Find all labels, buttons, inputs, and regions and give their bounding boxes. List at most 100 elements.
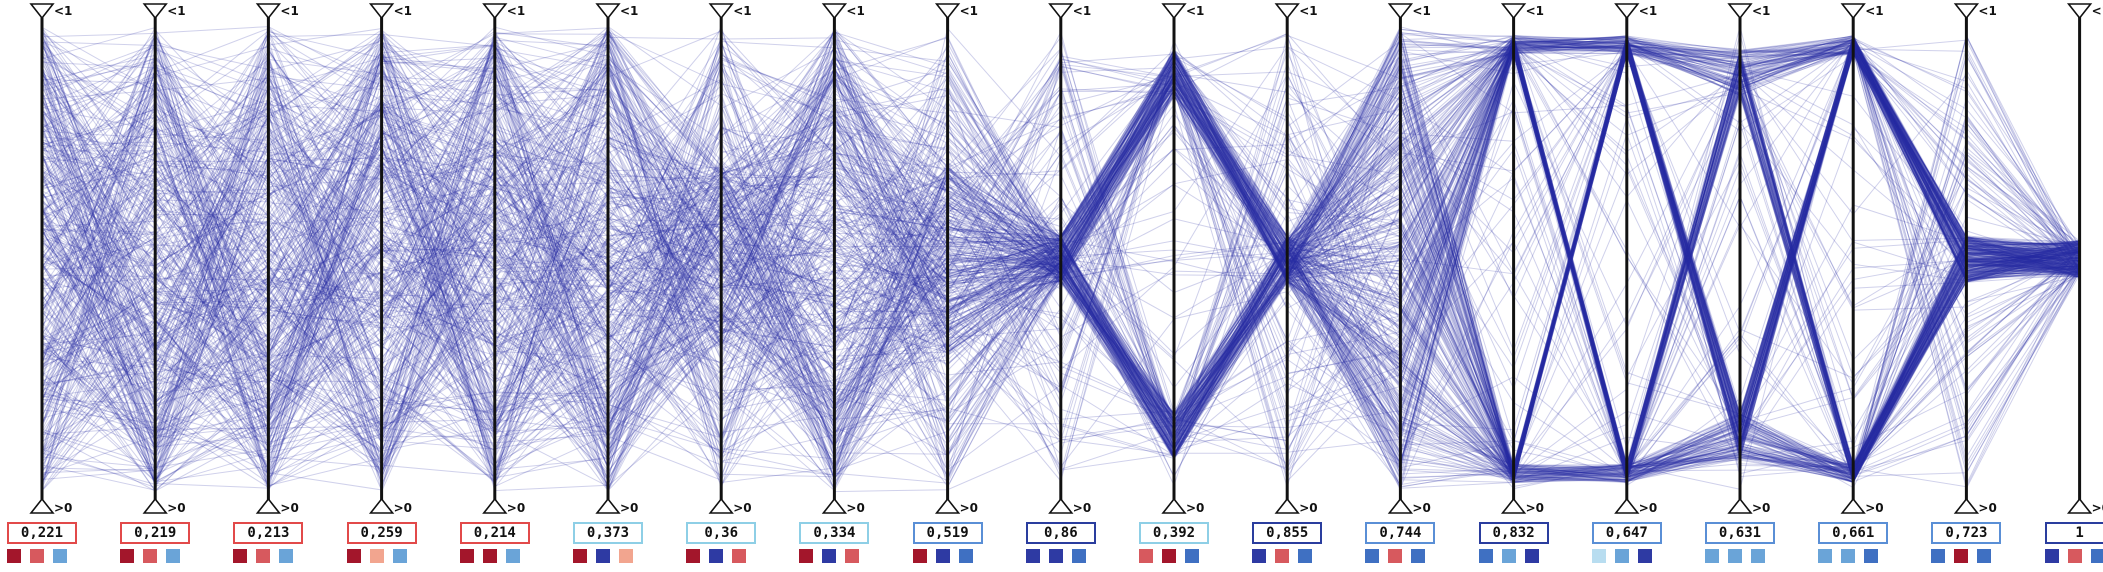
axis-color-swatch [958, 549, 973, 563]
axis-color-swatch [1298, 549, 1313, 563]
axis-min-handle-icon[interactable] [368, 497, 395, 514]
axis-min-label: >0 [167, 501, 185, 515]
axis-max-handle-icon[interactable] [1048, 3, 1074, 20]
axis-max-handle-icon[interactable] [1161, 3, 1187, 20]
axis-max-label: <1 [167, 4, 185, 18]
axis-min-handle-icon[interactable] [1953, 497, 1980, 514]
axis-max-handle-icon[interactable] [29, 3, 55, 20]
axis-max-handle-icon[interactable] [142, 3, 168, 20]
axis-max-label: <1 [1186, 4, 1204, 18]
axis-max-label: <1 [960, 4, 978, 18]
axis-color-swatch [369, 549, 384, 563]
axis-min-handle-icon[interactable] [2066, 497, 2093, 514]
axis-color-swatch [1388, 549, 1403, 563]
axis-color-swatch [709, 549, 724, 563]
axis-min-label: >0 [280, 501, 298, 515]
axis-min-label: >0 [1526, 501, 1544, 515]
axis-min-label: >0 [394, 501, 412, 515]
axis-color-swatch [1365, 549, 1380, 563]
axis-min-handle-icon[interactable] [482, 497, 508, 514]
axis-color-swatch [482, 549, 497, 563]
axis-min-label: >0 [1299, 501, 1317, 515]
axis-min-handle-icon[interactable] [1274, 497, 1300, 514]
axis-color-swatch [346, 549, 361, 563]
axis-min-label: >0 [960, 501, 978, 515]
axis-color-swatch [256, 549, 271, 563]
axis-min-handle-icon[interactable] [1500, 497, 1527, 514]
axis-min-handle-icon[interactable] [1161, 497, 1187, 514]
axis-min-handle-icon[interactable] [821, 497, 848, 514]
axis-min-handle-icon[interactable] [1614, 497, 1640, 514]
axis-min-label: >0 [2092, 501, 2103, 515]
axis-max-handle-icon[interactable] [482, 3, 508, 20]
axis-color-swatch [1705, 549, 1719, 563]
axis-min-handle-icon[interactable] [142, 497, 168, 514]
axis-color-swatch [845, 549, 860, 563]
axis-max-handle-icon[interactable] [1500, 3, 1527, 20]
axis-min-handle-icon[interactable] [29, 497, 55, 514]
axis-color-swatch [1411, 549, 1426, 563]
axis-min-label: >0 [846, 501, 864, 515]
axis-min-label: >0 [54, 501, 72, 515]
axis-max-handle-icon[interactable] [595, 3, 621, 20]
axis-value-box: 0,259 [346, 522, 417, 544]
axis-color-swatch [1751, 549, 1765, 563]
axis-color-swatch [1818, 549, 1833, 563]
axis-min-handle-icon[interactable] [595, 497, 621, 514]
axis-min-label: >0 [1186, 501, 1204, 515]
axis-min-label: >0 [620, 501, 638, 515]
axis-color-swatch [1524, 549, 1539, 563]
axis-max-label: <1 [1073, 4, 1091, 18]
axis-color-swatch [573, 549, 587, 563]
axis-max-handle-icon[interactable] [1387, 3, 1414, 20]
axis-max-label: <1 [846, 4, 864, 18]
axis-min-handle-icon[interactable] [255, 497, 282, 514]
axis-min-handle-icon[interactable] [708, 497, 734, 514]
axis-max-handle-icon[interactable] [368, 3, 395, 20]
axis-max-handle-icon[interactable] [1840, 3, 1866, 20]
axis-min-handle-icon[interactable] [1840, 497, 1866, 514]
axis-color-swatch [1252, 549, 1267, 563]
axis-max-handle-icon[interactable] [1727, 3, 1753, 20]
axis-max-label: <1 [280, 4, 298, 18]
axis-min-handle-icon[interactable] [934, 497, 961, 514]
axis-max-handle-icon[interactable] [708, 3, 734, 20]
axis-max-handle-icon[interactable] [1614, 3, 1640, 20]
axis-color-swatch [1728, 549, 1742, 563]
axis-min-label: >0 [733, 501, 751, 515]
axis-min-label: >0 [1073, 501, 1091, 515]
axis-color-swatch [1841, 549, 1856, 563]
axis-max-handle-icon[interactable] [255, 3, 282, 20]
axis-value-box: 0,647 [1591, 522, 1662, 544]
axis-min-handle-icon[interactable] [1387, 497, 1414, 514]
axis-value-box: 1 [2044, 522, 2103, 544]
axis-color-swatch [1478, 549, 1493, 563]
axis-max-label: <1 [620, 4, 638, 18]
axis-value-box: 0,213 [233, 522, 304, 544]
axis-color-swatch [1025, 549, 1040, 563]
axis-max-handle-icon[interactable] [2066, 3, 2093, 20]
axis-color-swatch [1185, 549, 1199, 563]
axis-color-swatch [459, 549, 474, 563]
axis-min-label: >0 [507, 501, 525, 515]
axis-value-box: 0,631 [1705, 522, 1775, 544]
axis-color-swatch [279, 549, 294, 563]
axis-min-handle-icon[interactable] [1727, 497, 1753, 514]
axis-color-swatch [1977, 549, 1992, 563]
axis-max-handle-icon[interactable] [934, 3, 961, 20]
axis-max-label: <1 [507, 4, 525, 18]
axis-color-swatch [2090, 549, 2103, 563]
axis-max-label: <1 [1639, 4, 1657, 18]
axis-min-label: >0 [1412, 501, 1430, 515]
axis-color-swatch [143, 549, 158, 563]
axis-color-swatch [233, 549, 248, 563]
axis-max-handle-icon[interactable] [821, 3, 848, 20]
axis-min-label: >0 [1978, 501, 1996, 515]
axis-max-handle-icon[interactable] [1274, 3, 1300, 20]
axis-color-swatch [799, 549, 814, 563]
axis-max-handle-icon[interactable] [1953, 3, 1980, 20]
axis-max-label: <1 [394, 4, 412, 18]
axis-min-handle-icon[interactable] [1048, 497, 1074, 514]
axis-value-box: 0,86 [1025, 522, 1096, 544]
